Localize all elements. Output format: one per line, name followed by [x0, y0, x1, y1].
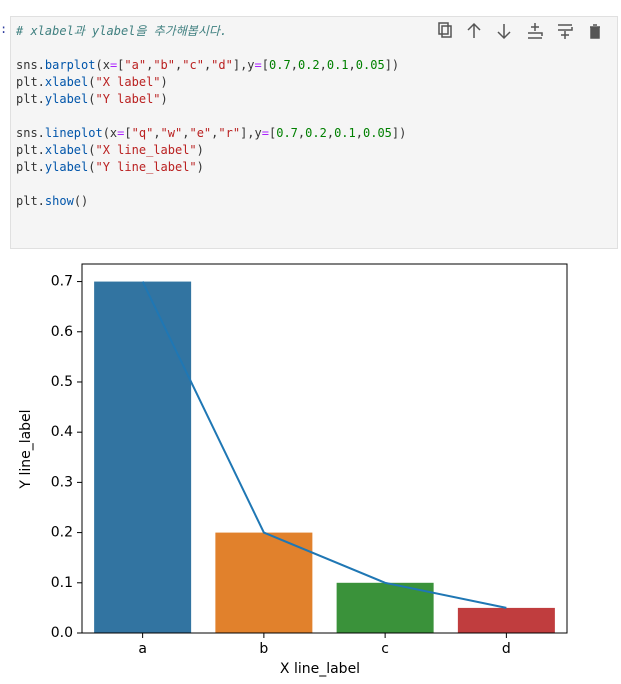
- code-block: sns.barplot(x=["a","b","c","d"],y=[0.7,0…: [16, 57, 406, 108]
- delete-button[interactable]: [590, 24, 600, 39]
- code-line: plt.ylabel("Y label"): [16, 92, 168, 106]
- y-tick-label: 0.3: [51, 474, 73, 490]
- code-line: plt.xlabel("X line_label"): [16, 143, 204, 157]
- code-line: sns.lineplot(x=["q","w","e","r"],y=[0.7,…: [16, 126, 407, 140]
- code-block: plt.show(): [16, 193, 406, 210]
- insert-below-button[interactable]: [558, 24, 573, 39]
- x-tick-label: c: [381, 641, 389, 657]
- y-axis-label: Y line_label: [18, 409, 34, 489]
- code-cell[interactable]: # xlabel과 ylabel을 추가해봅시다. sns.barplot(x=[…: [10, 16, 618, 249]
- y-tick-label: 0.0: [51, 625, 73, 641]
- code-line: sns.barplot(x=["a","b","c","d"],y=[0.7,0…: [16, 58, 400, 72]
- line: [141, 281, 507, 609]
- y-tick-label: 0.6: [51, 324, 73, 340]
- chart: X line_label Y line_label 0.0 0.1 0.2 0.3 0.…: [18, 263, 568, 677]
- x-tick-label: d: [502, 641, 511, 657]
- x-axis-label: X line_label: [280, 661, 360, 677]
- cell-prompt: :: [0, 22, 8, 36]
- axes-frame: [81, 263, 568, 634]
- code-line: plt.show(): [16, 194, 89, 208]
- duplicate-button[interactable]: [438, 22, 452, 38]
- insert-above-button[interactable]: [528, 23, 543, 39]
- y-tick-label: 0.5: [51, 374, 73, 390]
- cell-toolbar: [438, 22, 600, 40]
- code-line: plt.xlabel("X label"): [16, 75, 168, 89]
- code-line: plt.ylabel("Y line_label"): [16, 160, 204, 174]
- x-tick-label: b: [259, 641, 268, 657]
- y-tick-label: 0.7: [51, 274, 73, 290]
- code-block: sns.lineplot(x=["q","w","e","r"],y=[0.7,…: [16, 125, 406, 176]
- bar: [215, 532, 313, 633]
- move-up-button[interactable]: [467, 22, 481, 38]
- x-tick-label: a: [138, 641, 147, 657]
- bar: [457, 607, 555, 633]
- code-editor[interactable]: # xlabel과 ylabel을 추가해봅시다. sns.barplot(x=[…: [16, 23, 406, 227]
- bar: [336, 582, 434, 633]
- y-tick-label: 0.4: [51, 424, 73, 440]
- code-block: # xlabel과 ylabel을 추가해봅시다.: [16, 23, 406, 40]
- bar: [94, 281, 192, 633]
- move-down-button[interactable]: [497, 24, 511, 40]
- y-tick-label: 0.2: [51, 525, 73, 541]
- code-line: # xlabel과 ylabel을 추가해봅시다.: [16, 24, 228, 38]
- y-tick-label: 0.1: [51, 575, 73, 591]
